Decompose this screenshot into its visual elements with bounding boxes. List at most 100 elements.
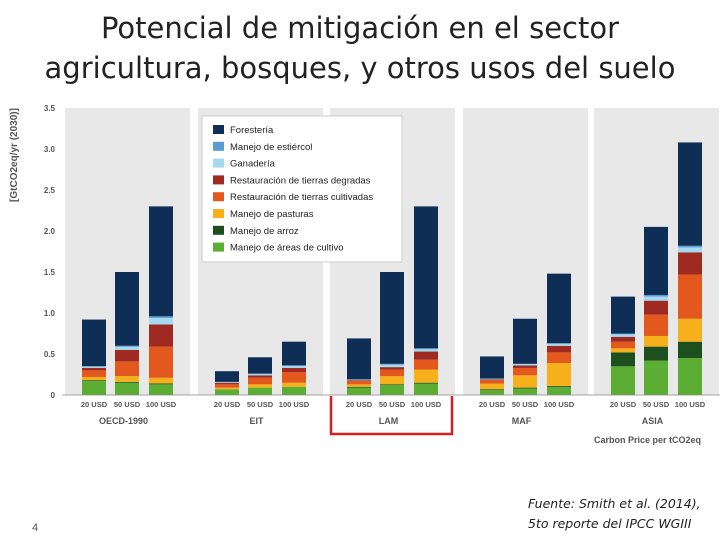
x-tick-label: 100 USD (544, 400, 575, 409)
bar-segment-eit-2-7 (248, 357, 272, 374)
bar-segment-lam-3-0 (414, 383, 438, 395)
bar-segment-maf-3-0 (547, 386, 571, 395)
legend-swatch (213, 158, 224, 168)
x-tick-label: 50 USD (643, 400, 670, 409)
legend-swatch (213, 242, 224, 252)
y-tick-label: 3.5 (44, 104, 56, 113)
bar-segment-lam-3-5 (414, 349, 438, 352)
bar-segment-asia-2-7 (644, 226, 668, 295)
legend-label: Manejo de estiércol (230, 142, 312, 153)
bar-segment-eit-3-7 (282, 341, 306, 366)
bar-segment-maf-2-5 (513, 363, 537, 366)
bar-segment-lam-1-7 (347, 338, 371, 380)
bar-segment-lam-3-3 (414, 359, 438, 370)
bar-segment-lam-2-5 (380, 364, 404, 368)
bar-segment-asia-1-7 (611, 296, 635, 334)
bar-segment-asia-3-1 (678, 341, 702, 359)
bar-segment-oecd-1990-1-1 (82, 380, 106, 382)
bar-segment-asia-2-0 (644, 360, 668, 395)
bar-segment-oecd-1990-1-7 (82, 319, 106, 367)
x-tick-label: 20 USD (214, 400, 241, 409)
bar-segment-eit-2-2 (248, 384, 272, 388)
legend-label: Forestería (230, 125, 274, 136)
x-tick-label: 100 USD (675, 400, 706, 409)
bar-segment-maf-2-4 (513, 365, 537, 368)
bar-segment-eit-3-3 (282, 372, 306, 383)
y-tick-label: 3.0 (44, 145, 56, 154)
bar-segment-lam-2-7 (380, 272, 404, 364)
bar-segment-lam-2-2 (380, 376, 404, 385)
legend-swatch (213, 192, 224, 202)
bar-segment-eit-3-2 (282, 382, 306, 387)
legend-swatch (213, 125, 224, 134)
bar-segment-eit-3-0 (282, 386, 306, 395)
legend-swatch (213, 141, 224, 151)
source-line-1: Fuente: Smith et al. (2014), (528, 496, 701, 511)
y-tick-label: 2.5 (44, 186, 56, 195)
bar-segment-eit-3-4 (282, 367, 306, 373)
bar-segment-asia-2-6 (644, 294, 668, 297)
bar-segment-maf-2-1 (513, 387, 537, 389)
region-label-asia: ASIA (642, 416, 664, 426)
title-line-2: agricultura, bosques, y otros usos del s… (44, 51, 676, 85)
legend-label: Restauración de tierras degradas (230, 175, 371, 186)
bar-segment-lam-1-4 (347, 380, 371, 382)
bar-segment-oecd-1990-1-5 (82, 366, 106, 368)
bar-segment-maf-3-7 (547, 273, 571, 344)
x-tick-label: 100 USD (279, 400, 310, 409)
bar-segment-maf-2-2 (513, 375, 537, 388)
legend-swatch (213, 225, 224, 235)
bar-segment-oecd-1990-2-6 (115, 345, 139, 347)
x-tick-label: 20 USD (346, 400, 373, 409)
bar-segment-lam-2-0 (380, 385, 404, 395)
source-citation: Fuente: Smith et al. (2014), 5to reporte… (528, 494, 701, 534)
legend-label: Restauración de tierras cultivadas (230, 192, 373, 203)
bar-segment-maf-1-1 (480, 389, 504, 391)
legend-label: Manejo de arroz (230, 226, 299, 237)
y-tick-label: 0.5 (44, 350, 56, 359)
page-number: 4 (32, 522, 39, 534)
x-tick-label: 50 USD (114, 400, 141, 409)
x-tick-label: 50 USD (247, 400, 274, 409)
bar-segment-asia-3-3 (678, 274, 702, 319)
bar-segment-eit-2-0 (248, 387, 272, 395)
bar-segment-lam-3-2 (414, 369, 438, 383)
y-tick-label: 1.0 (44, 309, 56, 318)
bar-segment-maf-1-3 (480, 380, 504, 384)
bar-segment-eit-2-3 (248, 377, 272, 385)
bar-segment-lam-2-4 (380, 367, 404, 370)
bar-segment-lam-2-1 (380, 384, 404, 386)
bar-segment-asia-2-4 (644, 300, 668, 315)
bar-segment-oecd-1990-3-1 (149, 383, 173, 385)
bar-segment-oecd-1990-3-2 (149, 377, 173, 384)
title-line-1: Potencial de mitigación en el sector (100, 11, 620, 45)
bar-segment-maf-2-7 (513, 318, 537, 364)
bar-segment-maf-3-4 (547, 345, 571, 353)
bar-segment-eit-1-4 (215, 382, 239, 385)
bar-segment-maf-3-5 (547, 343, 571, 346)
legend-swatch (213, 209, 224, 218)
bar-segment-eit-1-3 (215, 384, 239, 388)
bar-segment-maf-1-2 (480, 383, 504, 390)
bar-segment-oecd-1990-2-7 (115, 272, 139, 346)
bar-segment-eit-3-5 (282, 365, 306, 368)
bar-segment-asia-3-6 (678, 245, 702, 248)
bar-segment-maf-3-2 (547, 363, 571, 386)
legend-label: Manejo de pasturas (230, 209, 314, 220)
bar-segment-oecd-1990-2-1 (115, 381, 139, 383)
bar-segment-asia-3-4 (678, 252, 702, 275)
y-tick-label: 2.0 (44, 227, 56, 236)
bar-segment-oecd-1990-3-3 (149, 346, 173, 378)
x-tick-label: 20 USD (610, 400, 637, 409)
bar-segment-oecd-1990-3-0 (149, 384, 173, 395)
bar-segment-oecd-1990-3-6 (149, 316, 173, 318)
bar-segment-asia-3-0 (678, 358, 702, 395)
legend-swatch (213, 175, 224, 185)
region-label-lam: LAM (379, 416, 399, 426)
bar-segment-eit-1-5 (215, 381, 239, 383)
bar-segment-eit-1-2 (215, 387, 239, 390)
x-tick-label: 20 USD (479, 400, 506, 409)
slide-title: Potencial de mitigación en el sector agr… (0, 8, 720, 88)
bar-segment-lam-1-1 (347, 386, 371, 388)
bar-segment-maf-2-0 (513, 388, 537, 395)
